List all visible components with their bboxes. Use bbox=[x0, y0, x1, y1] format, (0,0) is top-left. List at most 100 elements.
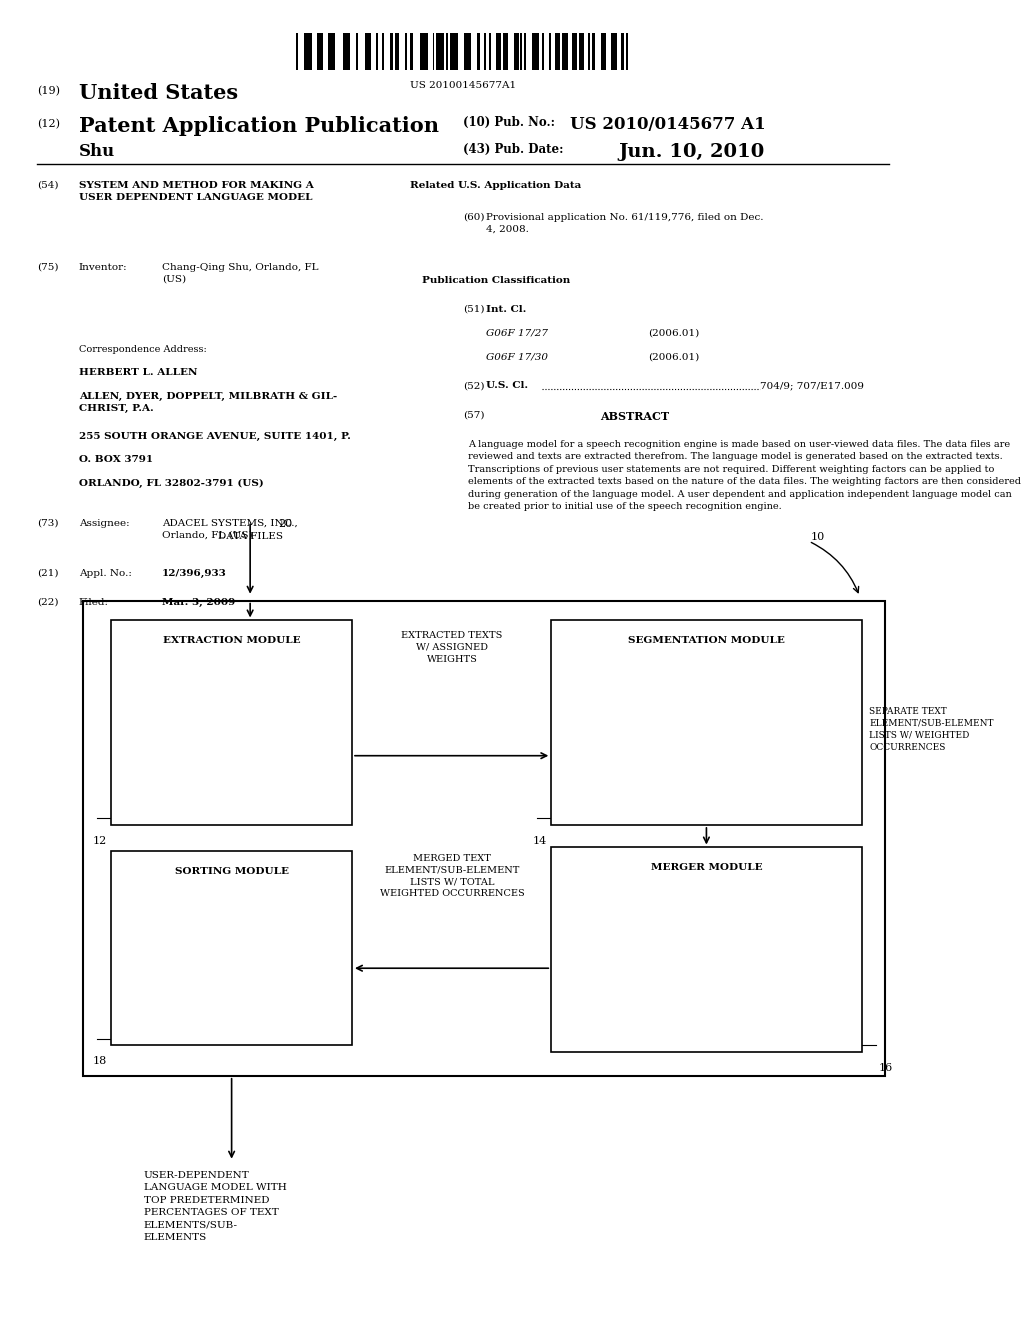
Bar bbox=[496, 33, 501, 70]
Text: (12): (12) bbox=[37, 119, 60, 129]
Text: 10: 10 bbox=[811, 532, 825, 543]
Bar bbox=[492, 33, 496, 70]
Text: 255 SOUTH ORANGE AVENUE, SUITE 1401, P.: 255 SOUTH ORANGE AVENUE, SUITE 1401, P. bbox=[79, 432, 350, 441]
Text: Filed:: Filed: bbox=[79, 598, 109, 607]
Bar bbox=[378, 33, 382, 70]
Text: SEPARATE TEXT
ELEMENT/SUB-ELEMENT
LISTS W/ WEIGHTED
OCCURRENCES: SEPARATE TEXT ELEMENT/SUB-ELEMENT LISTS … bbox=[869, 708, 993, 751]
Bar bbox=[390, 33, 393, 70]
Bar bbox=[551, 620, 861, 825]
Bar bbox=[578, 33, 579, 70]
Bar bbox=[551, 847, 861, 1052]
Bar bbox=[540, 33, 542, 70]
Text: MERGER MODULE: MERGER MODULE bbox=[650, 863, 762, 873]
Bar bbox=[592, 33, 595, 70]
Text: (21): (21) bbox=[37, 569, 58, 578]
Bar bbox=[434, 33, 436, 70]
Text: (2006.01): (2006.01) bbox=[648, 352, 699, 362]
Bar bbox=[356, 33, 357, 70]
Bar bbox=[399, 33, 406, 70]
Bar bbox=[410, 33, 413, 70]
Bar bbox=[335, 33, 343, 70]
Bar bbox=[504, 33, 508, 70]
Text: EXTRACTION MODULE: EXTRACTION MODULE bbox=[163, 636, 300, 645]
Bar bbox=[393, 33, 394, 70]
Bar bbox=[432, 33, 434, 70]
Bar bbox=[628, 33, 630, 70]
Text: ORLANDO, FL 32802-3791 (US): ORLANDO, FL 32802-3791 (US) bbox=[79, 479, 263, 488]
Bar bbox=[413, 33, 420, 70]
Text: (22): (22) bbox=[37, 598, 58, 607]
Text: (43) Pub. Date:: (43) Pub. Date: bbox=[463, 143, 564, 156]
Bar bbox=[567, 33, 572, 70]
Bar bbox=[524, 33, 526, 70]
Text: (60): (60) bbox=[463, 213, 484, 222]
Bar bbox=[579, 33, 584, 70]
Bar bbox=[544, 33, 549, 70]
Text: 20: 20 bbox=[278, 519, 292, 529]
Bar bbox=[560, 33, 562, 70]
Bar bbox=[555, 33, 560, 70]
Text: ADACEL SYSTEMS, INC.,
Orlando, FL (US): ADACEL SYSTEMS, INC., Orlando, FL (US) bbox=[162, 519, 298, 540]
Text: (54): (54) bbox=[37, 181, 58, 190]
Text: Chang-Qing Shu, Orlando, FL
(US): Chang-Qing Shu, Orlando, FL (US) bbox=[162, 263, 318, 284]
Bar bbox=[526, 33, 531, 70]
Bar bbox=[542, 33, 544, 70]
Bar bbox=[112, 620, 352, 825]
Text: Correspondence Address:: Correspondence Address: bbox=[79, 345, 207, 354]
Bar bbox=[83, 601, 885, 1076]
Text: US 2010/0145677 A1: US 2010/0145677 A1 bbox=[569, 116, 765, 133]
Text: Inventor:: Inventor: bbox=[79, 263, 127, 272]
Text: Publication Classification: Publication Classification bbox=[422, 276, 569, 285]
Bar bbox=[611, 33, 616, 70]
Bar bbox=[616, 33, 622, 70]
Text: (19): (19) bbox=[37, 86, 60, 96]
Bar bbox=[562, 33, 567, 70]
Text: 16: 16 bbox=[879, 1063, 893, 1073]
Bar bbox=[625, 33, 627, 70]
Bar bbox=[394, 33, 399, 70]
Bar bbox=[447, 33, 451, 70]
Bar bbox=[501, 33, 504, 70]
Bar bbox=[595, 33, 601, 70]
Text: EXTRACTED TEXTS
W/ ASSIGNED
WEIGHTS: EXTRACTED TEXTS W/ ASSIGNED WEIGHTS bbox=[401, 631, 503, 664]
Text: Related U.S. Application Data: Related U.S. Application Data bbox=[410, 181, 582, 190]
Text: U.S. Cl.: U.S. Cl. bbox=[486, 381, 528, 391]
Bar bbox=[436, 33, 443, 70]
Bar bbox=[420, 33, 428, 70]
Text: Jun. 10, 2010: Jun. 10, 2010 bbox=[618, 143, 765, 161]
Text: SYSTEM AND METHOD FOR MAKING A
USER DEPENDENT LANGUAGE MODEL: SYSTEM AND METHOD FOR MAKING A USER DEPE… bbox=[79, 181, 313, 202]
Text: A language model for a speech recognition engine is made based on user-viewed da: A language model for a speech recognitio… bbox=[468, 440, 1021, 511]
Text: 12/396,933: 12/396,933 bbox=[162, 569, 227, 578]
Text: Int. Cl.: Int. Cl. bbox=[486, 305, 526, 314]
Text: 14: 14 bbox=[532, 836, 547, 846]
Text: MERGED TEXT
ELEMENT/SUB-ELEMENT
LISTS W/ TOTAL
WEIGHTED OCCURRENCES: MERGED TEXT ELEMENT/SUB-ELEMENT LISTS W/… bbox=[380, 854, 524, 899]
Bar bbox=[514, 33, 518, 70]
Bar bbox=[350, 33, 356, 70]
Bar bbox=[304, 33, 311, 70]
Bar bbox=[366, 33, 371, 70]
Bar bbox=[572, 33, 578, 70]
Bar bbox=[531, 33, 540, 70]
Bar bbox=[311, 33, 317, 70]
Bar bbox=[520, 33, 522, 70]
Text: (57): (57) bbox=[463, 411, 484, 420]
Bar bbox=[486, 33, 489, 70]
Text: 12: 12 bbox=[92, 836, 106, 846]
Bar bbox=[443, 33, 445, 70]
Bar bbox=[384, 33, 390, 70]
Bar bbox=[508, 33, 514, 70]
Bar bbox=[477, 33, 480, 70]
Text: Appl. No.:: Appl. No.: bbox=[79, 569, 132, 578]
Bar bbox=[343, 33, 350, 70]
Bar bbox=[464, 33, 471, 70]
Bar bbox=[357, 33, 366, 70]
Bar bbox=[518, 33, 520, 70]
Text: SEGMENTATION MODULE: SEGMENTATION MODULE bbox=[628, 636, 784, 645]
Bar bbox=[323, 33, 328, 70]
Text: HERBERT L. ALLEN: HERBERT L. ALLEN bbox=[79, 368, 198, 378]
Text: (51): (51) bbox=[463, 305, 484, 314]
Text: G06F 17/30: G06F 17/30 bbox=[486, 352, 549, 362]
Text: US 20100145677A1: US 20100145677A1 bbox=[411, 81, 516, 90]
Bar bbox=[601, 33, 606, 70]
Text: (52): (52) bbox=[463, 381, 484, 391]
